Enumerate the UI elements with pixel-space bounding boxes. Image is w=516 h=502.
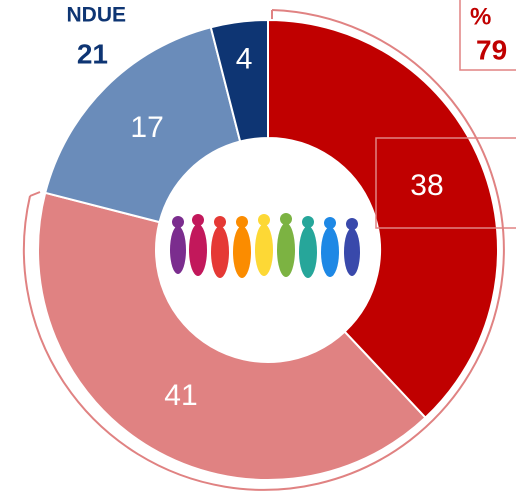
slice	[37, 191, 427, 481]
right-callout-value: 79	[476, 34, 507, 65]
left-callout-value: 21	[77, 38, 108, 69]
data-label: 38	[410, 169, 443, 202]
data-label: 17	[130, 111, 163, 144]
right-callout-label: %	[470, 3, 491, 30]
left-callout-label: NDUE	[66, 4, 126, 27]
label-box	[375, 137, 516, 229]
slice	[209, 18, 269, 143]
donut	[37, 18, 499, 481]
runners	[170, 213, 360, 278]
data-label: 4	[236, 42, 253, 75]
outline-tick	[29, 191, 41, 197]
group-outline	[22, 9, 505, 491]
slice	[267, 18, 499, 420]
callout-box	[459, 0, 516, 71]
data-label: 41	[164, 379, 197, 412]
slice	[44, 26, 242, 224]
